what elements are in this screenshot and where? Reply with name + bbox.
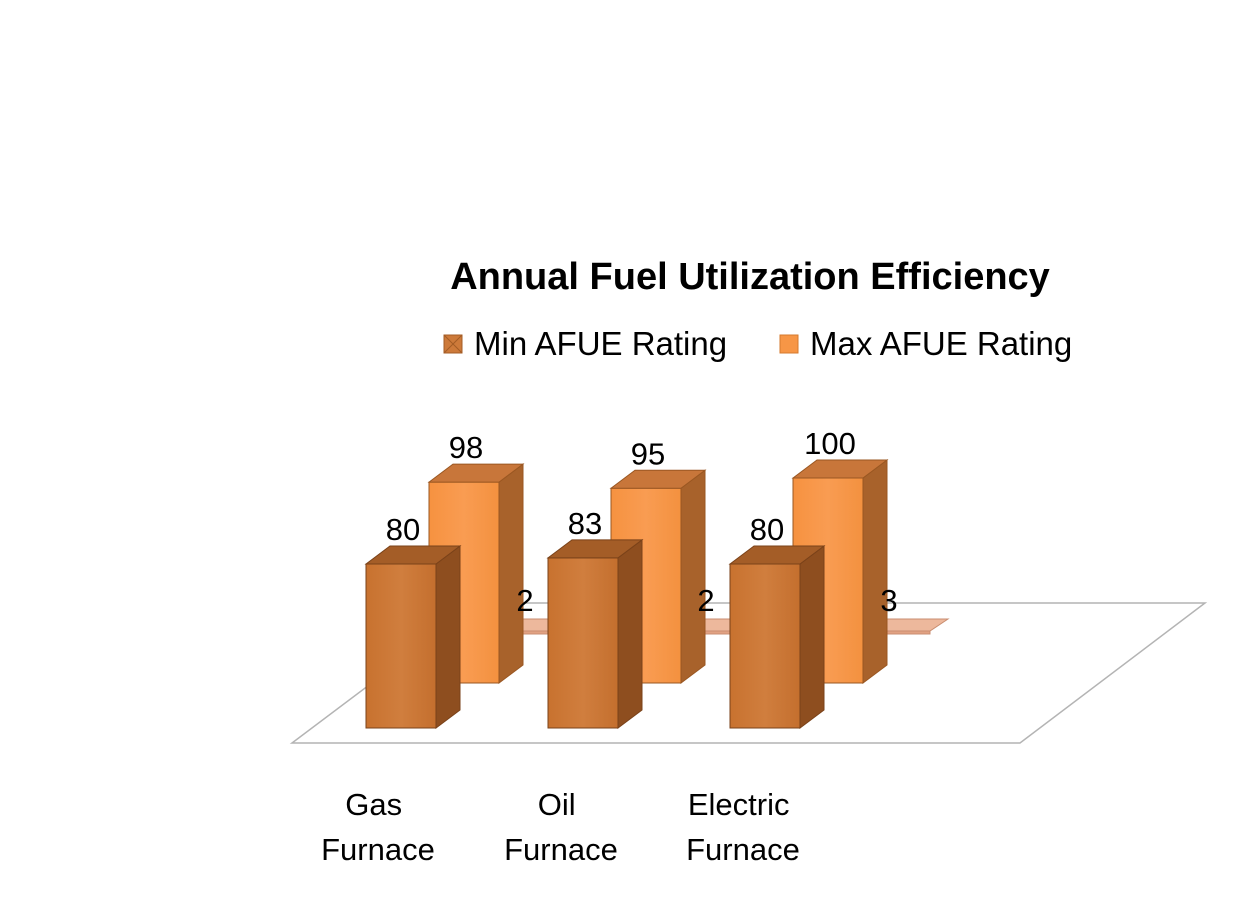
data-label-s3-electric: 3: [880, 583, 897, 618]
bar-s2-electric-side: [862, 459, 888, 684]
category-label-oil-line2: Furnace: [504, 832, 618, 867]
data-label-s1-electric: 80: [750, 512, 784, 547]
bar-s1-oil-side: [617, 538, 643, 729]
chart-title: Annual Fuel Utilization Efficiency: [450, 256, 1050, 298]
bar-s1-gas-front: [365, 563, 437, 729]
data-label-s1-gas: 80: [386, 512, 420, 547]
category-label-gas-line1: Gas: [345, 787, 402, 822]
bar-s2-electric-top: [791, 459, 889, 479]
bar-s2-oil: [609, 469, 707, 684]
bar-s2-oil-side: [680, 469, 706, 684]
category-label-electric-line1: Electric: [688, 787, 790, 822]
category-label-electric-line2: Furnace: [686, 832, 800, 867]
bar-s1-gas-side: [435, 545, 461, 729]
x-axis-labels: Gas Furnace Oil Furnace Electric Furnace: [321, 787, 800, 867]
bar-s1-oil: [546, 538, 644, 729]
data-label-s2-gas: 98: [449, 430, 483, 465]
legend-swatch-min: [443, 334, 463, 354]
bar-s1-oil-top: [546, 539, 644, 559]
legend-label-min: Min AFUE Rating: [474, 325, 727, 362]
data-label-s1-oil: 83: [568, 506, 602, 541]
data-label-s2-electric: 100: [804, 426, 856, 461]
bar-s1-electric-side: [799, 545, 825, 729]
bar-s2-oil-top: [609, 469, 707, 489]
data-label-s3-oil: 2: [697, 583, 714, 618]
category-label-gas: Gas Furnace: [321, 787, 435, 867]
bar-s1-electric-front: [729, 563, 801, 729]
category-label-oil: Oil Furnace: [504, 787, 618, 867]
bar-s1-oil-front: [547, 557, 619, 729]
category-label-gas-line2: Furnace: [321, 832, 435, 867]
bar-s2-gas-top: [427, 463, 525, 483]
bar-s1-gas-top: [364, 545, 462, 565]
data-label-s2-oil: 95: [631, 436, 665, 471]
bar-s1-electric-top: [728, 545, 826, 565]
bar-s1-gas: [364, 545, 462, 729]
bar-s1-electric: [728, 545, 826, 729]
bar-s2-gas-side: [498, 463, 524, 684]
legend-swatch-max: [779, 334, 799, 354]
category-label-oil-line1: Oil: [538, 787, 576, 822]
legend-label-max: Max AFUE Rating: [810, 325, 1072, 362]
category-label-electric: Electric Furnace: [686, 787, 800, 867]
legend: Min AFUE Rating Max AFUE Rating: [443, 325, 1072, 362]
data-label-s3-gas: 2: [516, 583, 533, 618]
